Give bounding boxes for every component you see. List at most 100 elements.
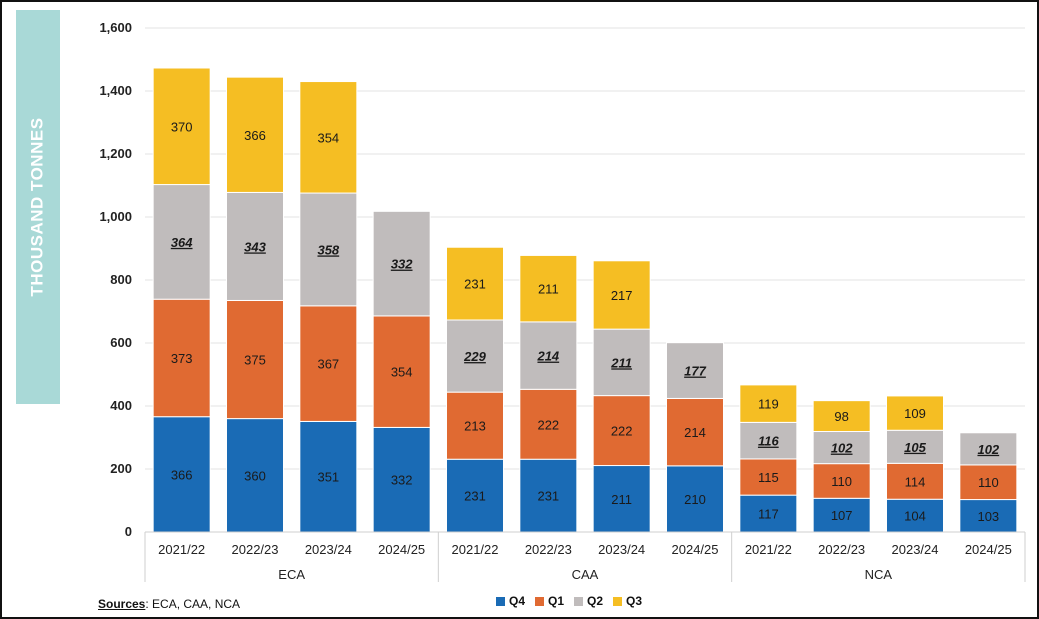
bar-segment-q4 [152, 416, 211, 533]
data-label-q1: 114 [905, 474, 926, 489]
legend-label: Q2 [587, 594, 604, 608]
y-tick-label: 1,600 [99, 20, 132, 35]
bar-segment-q2 [886, 429, 944, 464]
bar-segment-q1 [446, 391, 504, 460]
bar-segment-q1 [886, 462, 944, 500]
bar-segment-q1 [959, 464, 1018, 501]
data-label-q4: 332 [391, 473, 413, 488]
bar-segment-q2 [666, 342, 724, 399]
bar-segment-q3 [519, 254, 578, 323]
y-tick-label: 400 [110, 398, 132, 413]
data-label-q1: 110 [831, 474, 852, 489]
bar-segment-q2 [299, 192, 358, 307]
bar-segment-q4 [299, 420, 358, 533]
bar-segment-q3 [739, 384, 798, 423]
bar-segment-q2 [592, 328, 651, 397]
bar-segment-q2 [152, 184, 211, 300]
bar-segment-q1 [299, 305, 358, 422]
bar-segment-q3 [152, 67, 211, 186]
data-label-q1: 373 [171, 351, 193, 366]
bar-segment-q4 [959, 499, 1018, 533]
data-label-q1: 354 [391, 365, 413, 380]
data-label-q4: 117 [758, 507, 779, 522]
legend-item-q4: Q4 [496, 594, 525, 608]
data-label-q4: 211 [611, 492, 632, 507]
bar-segment-q1 [739, 458, 798, 496]
data-label-q4: 104 [904, 509, 926, 524]
data-label-q2: 211 [610, 355, 632, 370]
bar-segment-q4 [519, 458, 578, 533]
data-label-q4: 351 [317, 470, 339, 485]
y-tick-label: 1,000 [99, 209, 132, 224]
x-tick-label: 2021/22 [158, 542, 205, 557]
x-tick-label: 2023/24 [305, 542, 352, 557]
x-tick-label: 2024/25 [378, 542, 425, 557]
legend-swatch [535, 596, 545, 606]
data-label-q4: 366 [171, 467, 193, 482]
bar-segment-q1 [519, 388, 578, 460]
data-label-q3: 211 [538, 282, 559, 297]
data-label-q2: 332 [391, 257, 413, 272]
data-label-q3: 370 [171, 119, 193, 134]
y-tick-label: 0 [125, 524, 132, 539]
x-tick-label: 2022/23 [232, 542, 279, 557]
data-label-q2: 116 [758, 434, 779, 449]
legend-item-q1: Q1 [535, 594, 564, 608]
data-label-q4: 107 [831, 508, 853, 523]
sources-text: : ECA, CAA, NCA [145, 597, 241, 611]
bar-segment-q2 [739, 421, 798, 460]
data-label-q3: 217 [611, 288, 633, 303]
y-tick-label: 1,200 [99, 146, 132, 161]
legend: Q4 Q1 Q2 Q3 [496, 594, 642, 608]
data-label-q4: 231 [537, 489, 559, 504]
legend-label: Q4 [509, 594, 526, 608]
bar-segment-q1 [372, 315, 431, 428]
data-label-q1: 222 [537, 417, 559, 432]
x-tick-label: 2021/22 [452, 542, 499, 557]
x-tick-label: 2022/23 [525, 542, 572, 557]
data-label-q1: 375 [244, 353, 266, 368]
legend-label: Q1 [548, 594, 565, 608]
data-label-q4: 210 [684, 492, 706, 507]
x-tick-label: 2022/23 [818, 542, 865, 557]
x-tick-label: 2023/24 [598, 542, 645, 557]
data-label-q1: 222 [611, 424, 633, 439]
data-label-q3: 109 [904, 406, 926, 421]
x-tick-label: 2024/25 [672, 542, 719, 557]
x-tick-label: 2021/22 [745, 542, 792, 557]
legend-swatch [574, 596, 584, 606]
legend-swatch [613, 596, 623, 606]
data-label-q1: 213 [464, 419, 486, 434]
group-label: CAA [572, 567, 599, 582]
data-label-q2: 343 [244, 239, 266, 254]
bar-segment-q2 [519, 321, 578, 390]
legend-item-q3: Q3 [613, 594, 642, 608]
x-tick-label: 2024/25 [965, 542, 1012, 557]
bar-segment-q2 [372, 210, 431, 317]
data-label-q3: 98 [834, 409, 848, 424]
data-label-q1: 367 [317, 357, 339, 372]
sources-note: Sources: ECA, CAA, NCA [98, 597, 240, 611]
bar-segment-q3 [886, 395, 944, 431]
bar-segment-q2 [812, 431, 871, 465]
bar-segment-q4 [666, 465, 724, 533]
data-label-q2: 102 [831, 441, 853, 456]
data-label-q4: 360 [244, 468, 266, 483]
data-label-q1: 110 [978, 475, 999, 490]
data-label-q4: 231 [464, 489, 486, 504]
data-label-q3: 119 [758, 397, 779, 412]
data-label-q2: 364 [171, 235, 193, 250]
data-label-q3: 354 [317, 130, 339, 145]
legend-label: Q3 [626, 594, 643, 608]
data-label-q1: 115 [758, 470, 779, 485]
data-label-q2: 177 [684, 364, 706, 379]
y-axis-title-box: THOUSAND TONNES [16, 10, 60, 404]
bar-segment-q3 [299, 81, 358, 194]
data-label-q2: 214 [536, 349, 559, 364]
bar-segment-q3 [446, 246, 504, 321]
x-tick-label: 2023/24 [892, 542, 939, 557]
data-label-q3: 366 [244, 128, 266, 143]
y-tick-label: 600 [110, 335, 132, 350]
bar-segment-q2 [446, 319, 504, 393]
